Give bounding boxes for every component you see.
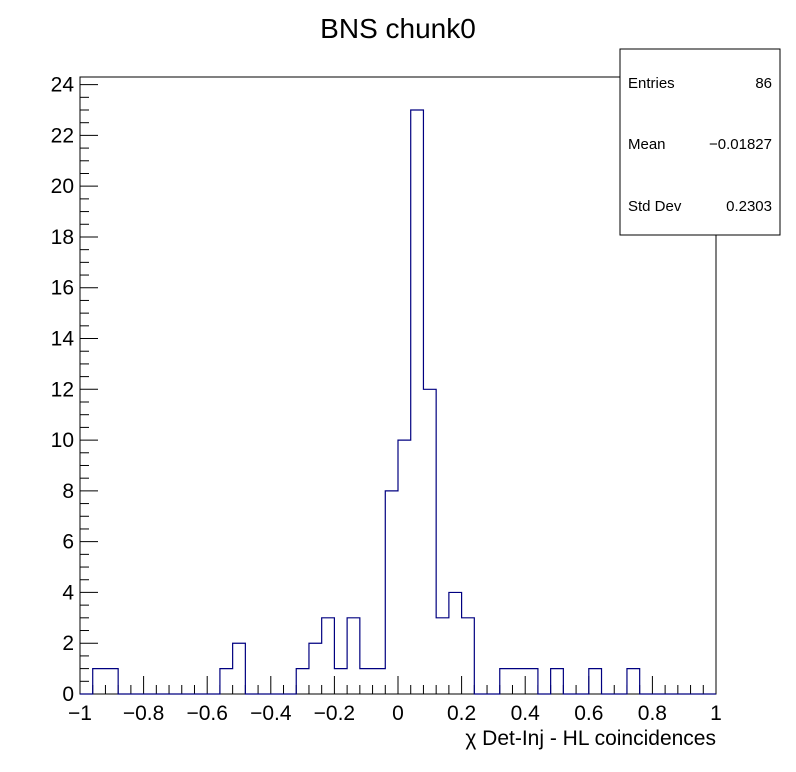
histogram-bin — [385, 491, 398, 694]
x-tick-label: 0.8 — [638, 702, 667, 725]
y-tick-label: 8 — [62, 480, 74, 503]
histogram-bin — [347, 618, 360, 694]
histogram-bin — [309, 643, 322, 694]
stats-std-value: 0.2303 — [726, 198, 772, 215]
histogram-bin — [233, 643, 246, 694]
y-tick-label: 14 — [51, 328, 75, 351]
histogram-bin — [627, 669, 640, 694]
histogram-bin — [500, 669, 513, 694]
histogram-bin — [436, 618, 449, 694]
histogram-bin — [525, 669, 538, 694]
histogram-bin — [93, 669, 106, 694]
y-tick-label: 20 — [51, 175, 74, 198]
y-tick-label: 6 — [62, 531, 74, 554]
stats-std-label: Std Dev — [628, 198, 682, 215]
y-tick-label: 22 — [51, 124, 74, 147]
x-tick-label: 0 — [392, 702, 404, 725]
x-tick-label: 0.2 — [447, 702, 476, 725]
x-axis-label: χ Det-Inj - HL coincidences — [465, 727, 716, 750]
y-tick-label: 0 — [62, 683, 74, 706]
histogram-bin — [105, 669, 118, 694]
y-tick-label: 12 — [51, 378, 74, 401]
histogram-bin — [360, 669, 373, 694]
histogram-bin — [220, 669, 233, 694]
x-tick-label: −0.2 — [314, 702, 355, 725]
y-tick-label: 2 — [62, 632, 74, 655]
y-tick-label: 16 — [51, 277, 74, 300]
stats-box: Entries 86 Mean −0.01827 Std Dev 0.2303 — [619, 48, 781, 236]
histogram-bin — [589, 669, 602, 694]
y-tick-label: 24 — [51, 74, 75, 97]
x-tick-label: −0.8 — [123, 702, 164, 725]
histogram-bin — [373, 669, 386, 694]
histogram-bin — [322, 618, 335, 694]
stats-entries-label: Entries — [628, 75, 675, 92]
x-tick-label: 1 — [710, 702, 722, 725]
y-tick-label: 18 — [51, 226, 74, 249]
histogram-bin — [512, 669, 525, 694]
stats-mean-label: Mean — [628, 136, 666, 153]
stats-entries-value: 86 — [755, 75, 772, 92]
histogram-bin — [462, 618, 475, 694]
histogram-bin — [398, 440, 411, 694]
histogram-bin — [296, 669, 309, 694]
x-tick-label: 0.6 — [574, 702, 603, 725]
histogram-bars — [80, 109, 716, 695]
histogram-bin — [411, 110, 424, 694]
axes: −1 −0.8 −0.6 −0.4 −0.2 0 0.2 0.4 0.6 0.8 102468101… — [51, 74, 722, 725]
histogram-bin — [334, 669, 347, 694]
histogram-bin — [449, 592, 462, 694]
x-tick-label: 0.4 — [511, 702, 541, 725]
chart-title: BNS chunk0 — [320, 13, 476, 44]
x-tick-label: −0.6 — [186, 702, 227, 725]
y-tick-label: 10 — [51, 429, 74, 452]
histogram-outline — [80, 109, 716, 695]
histogram-bin — [423, 389, 436, 694]
stats-mean-value: −0.01827 — [709, 136, 772, 153]
y-tick-label: 4 — [62, 581, 74, 604]
stats-box-frame — [619, 48, 781, 236]
x-tick-label: −1 — [68, 702, 92, 725]
x-tick-label: −0.4 — [250, 702, 292, 725]
histogram-bin — [551, 669, 564, 694]
